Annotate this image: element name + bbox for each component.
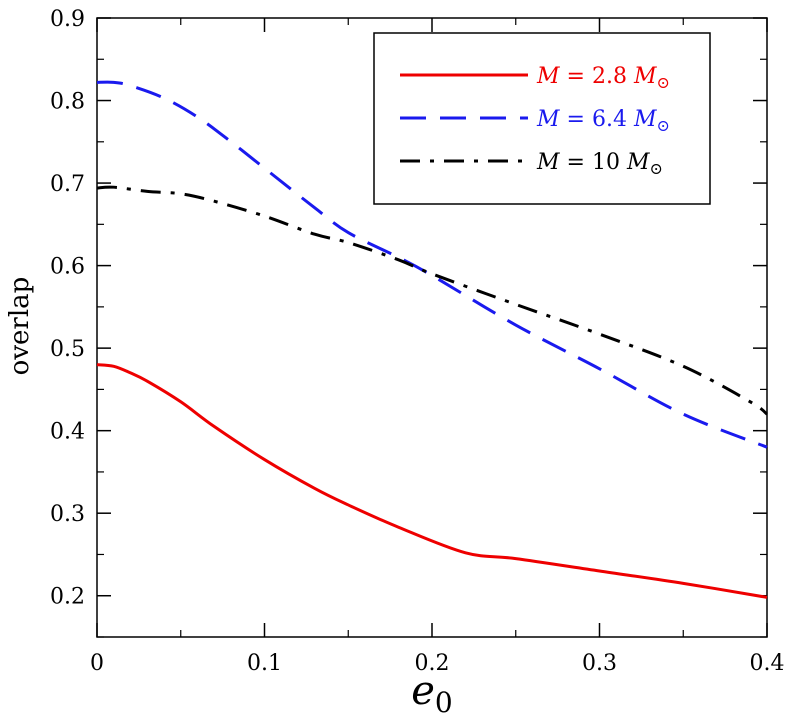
- legend-label-symbol: M: [536, 107, 560, 132]
- y-tick-label: 0.9: [50, 7, 85, 32]
- x-tick-label: 0.2: [415, 651, 450, 676]
- series-lines: [96, 80, 768, 599]
- y-tick-label: 0.5: [50, 337, 85, 362]
- x-axis-title: e0: [411, 668, 453, 719]
- legend-label-m-6-4: M = 6.4 M⊙: [536, 107, 670, 135]
- x-axis-title-subscript: 0: [435, 686, 453, 719]
- series-line-m-2-8: [96, 363, 768, 599]
- legend-label-m-2-8: M = 2.8 M⊙: [536, 64, 670, 92]
- series-line-m-10: [96, 185, 768, 416]
- series-line-m-6-4: [96, 80, 768, 449]
- legend-label-unit-subscript: ⊙: [656, 73, 669, 92]
- legend-label-value: 10: [592, 150, 627, 175]
- legend: M = 2.8 M⊙M = 6.4 M⊙M = 10 M⊙: [400, 64, 670, 178]
- y-tick-label: 0.6: [50, 255, 85, 280]
- axis-tick-labels: 0 0.1 0.2 0.3 0.4 0.2 0.3 0.4 0.5 0.6 0.7 0.8 0.9: [50, 7, 785, 676]
- legend-label-unit: M: [633, 107, 657, 132]
- legend-label-symbol: M: [536, 64, 560, 89]
- y-tick-label: 0.3: [50, 502, 85, 527]
- legend-label-equals: =: [560, 107, 592, 132]
- legend-label-value: 2.8: [592, 64, 634, 89]
- legend-label-value: 6.4: [592, 107, 634, 132]
- x-tick-label: 0: [90, 651, 104, 676]
- legend-label-m-10: M = 10 M⊙: [536, 150, 663, 178]
- legend-label-unit-subscript: ⊙: [649, 159, 662, 178]
- x-tick-label: 0.4: [750, 651, 785, 676]
- legend-label-symbol: M: [536, 150, 560, 175]
- legend-label-unit: M: [626, 150, 650, 175]
- legend-label-equals: =: [560, 64, 592, 89]
- legend-label-unit-subscript: ⊙: [656, 116, 669, 135]
- y-tick-label: 0.7: [50, 172, 85, 197]
- legend-label-unit: M: [633, 64, 657, 89]
- x-tick-label: 0.3: [582, 651, 617, 676]
- y-tick-label: 0.4: [50, 420, 85, 445]
- x-axis-title-main: e: [411, 668, 435, 714]
- axis-ticks: [96, 17, 768, 638]
- y-tick-label: 0.2: [50, 585, 85, 610]
- legend-label-equals: =: [560, 150, 592, 175]
- x-tick-label: 0.1: [247, 651, 282, 676]
- y-tick-label: 0.8: [50, 90, 85, 115]
- legend-box: [373, 32, 711, 205]
- y-axis-title: overlap: [5, 277, 35, 376]
